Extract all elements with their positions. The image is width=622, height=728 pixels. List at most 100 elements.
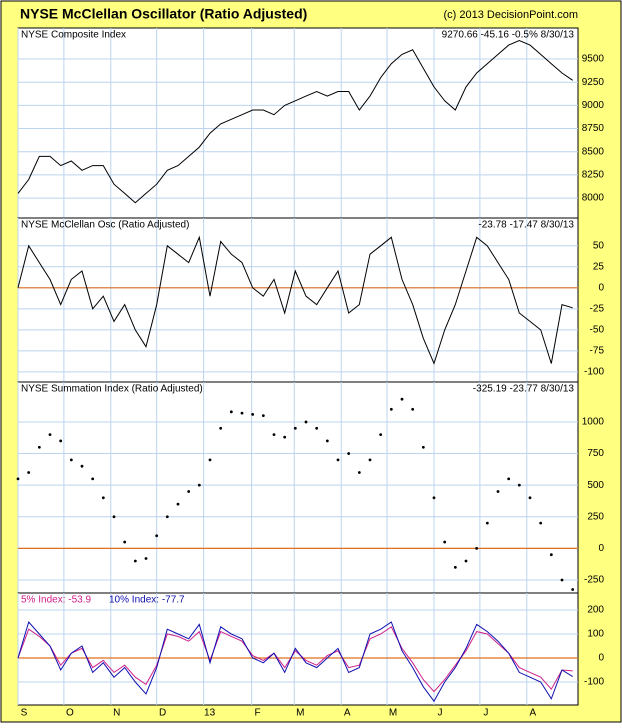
y-tick-label: -100	[584, 367, 604, 378]
y-tick-label: 8750	[582, 123, 605, 134]
panel-label: NYSE McClellan Osc (Ratio Adjusted)	[21, 220, 189, 231]
source: (c) 2013 DecisionPoint.com	[443, 9, 578, 21]
point	[229, 410, 233, 414]
panel	[17, 217, 579, 383]
point	[48, 433, 52, 436]
point	[443, 540, 447, 544]
point	[176, 502, 180, 506]
point	[91, 477, 95, 481]
point	[453, 565, 457, 569]
y-tick-label: 8500	[582, 146, 605, 157]
point	[485, 521, 489, 525]
panel-label: NYSE Summation Index (Ratio Adjusted)	[21, 384, 203, 395]
point	[133, 559, 137, 563]
point	[549, 553, 553, 557]
point	[197, 483, 201, 487]
panel-label: NYSE Composite Index	[21, 30, 126, 41]
point	[240, 411, 244, 415]
y-tick-label: 500	[587, 480, 604, 491]
point	[475, 546, 479, 550]
point	[219, 426, 223, 430]
y-tick-label: 750	[587, 448, 604, 459]
point	[496, 490, 500, 493]
point	[27, 471, 31, 474]
y-tick-label: 0	[598, 653, 604, 664]
point	[336, 458, 340, 462]
y-tick-label: 1000	[582, 417, 605, 428]
point	[571, 588, 575, 591]
panel-stats: 9270.66 -45.16 -0.5% 8/30/13	[442, 30, 575, 41]
panel-stats: -23.78 -17.47 8/30/13	[478, 220, 574, 231]
point	[144, 557, 148, 560]
panel-stats: -325.19 -23.77 8/30/13	[473, 384, 575, 395]
legend-entry: 5% Index: -53.9	[21, 595, 91, 606]
point	[80, 464, 84, 468]
point	[16, 477, 20, 481]
point	[517, 483, 521, 487]
point	[325, 439, 329, 443]
point	[112, 515, 116, 519]
x-tick-label: M	[296, 708, 304, 719]
point	[59, 439, 63, 443]
point	[261, 414, 265, 418]
point	[208, 458, 212, 462]
point	[315, 426, 319, 430]
y-tick-label: 0	[598, 543, 604, 554]
point	[272, 433, 276, 436]
y-tick-label: 9000	[582, 100, 605, 111]
x-tick-label: M	[389, 708, 397, 719]
x-tick-label: 13	[204, 708, 216, 719]
y-tick-label: 8250	[582, 170, 605, 181]
chart-title: NYSE McClellan Oscillator (Ratio Adjuste…	[20, 6, 307, 22]
y-tick-label: 250	[587, 511, 604, 522]
y-tick-label: 25	[593, 261, 605, 272]
y-tick-label: -100	[584, 677, 604, 688]
point	[411, 407, 415, 411]
point	[187, 490, 191, 493]
point	[69, 458, 73, 462]
legend-entry: 10% Index: -77.7	[109, 595, 185, 606]
point	[432, 496, 436, 500]
point	[464, 559, 468, 563]
point	[400, 397, 404, 401]
point	[293, 426, 297, 430]
point	[165, 515, 169, 519]
x-tick-label: J	[483, 708, 488, 719]
x-tick-label: F	[255, 708, 261, 719]
point	[155, 534, 159, 538]
point	[560, 578, 564, 582]
x-tick-label: A	[529, 708, 536, 719]
point	[539, 521, 543, 525]
point	[389, 407, 393, 411]
point	[251, 412, 255, 416]
series-line	[17, 235, 573, 365]
x-tick-label: D	[159, 708, 166, 719]
y-tick-label: 9500	[582, 54, 605, 65]
panel	[17, 27, 579, 219]
point	[123, 540, 127, 544]
x-tick-label: J	[438, 708, 443, 719]
point	[101, 496, 105, 500]
point	[347, 452, 351, 455]
series-line	[17, 626, 573, 693]
y-tick-label: -75	[590, 346, 605, 357]
x-tick-label: S	[21, 708, 28, 719]
x-tick-label: O	[66, 708, 74, 719]
y-tick-label: 200	[587, 605, 604, 616]
point	[283, 435, 287, 439]
series-line	[17, 620, 573, 703]
panel	[17, 592, 579, 706]
point	[421, 445, 425, 449]
y-tick-label: 8000	[582, 193, 605, 204]
point	[37, 445, 41, 449]
x-tick-label: A	[344, 708, 351, 719]
panel	[17, 381, 579, 594]
x-tick-label: N	[113, 708, 120, 719]
y-tick-label: -50	[590, 324, 605, 335]
series-line	[17, 39, 573, 204]
y-tick-label: -25	[590, 303, 605, 314]
y-tick-label: 50	[593, 240, 605, 251]
point	[304, 420, 308, 424]
y-tick-label: 100	[587, 629, 604, 640]
